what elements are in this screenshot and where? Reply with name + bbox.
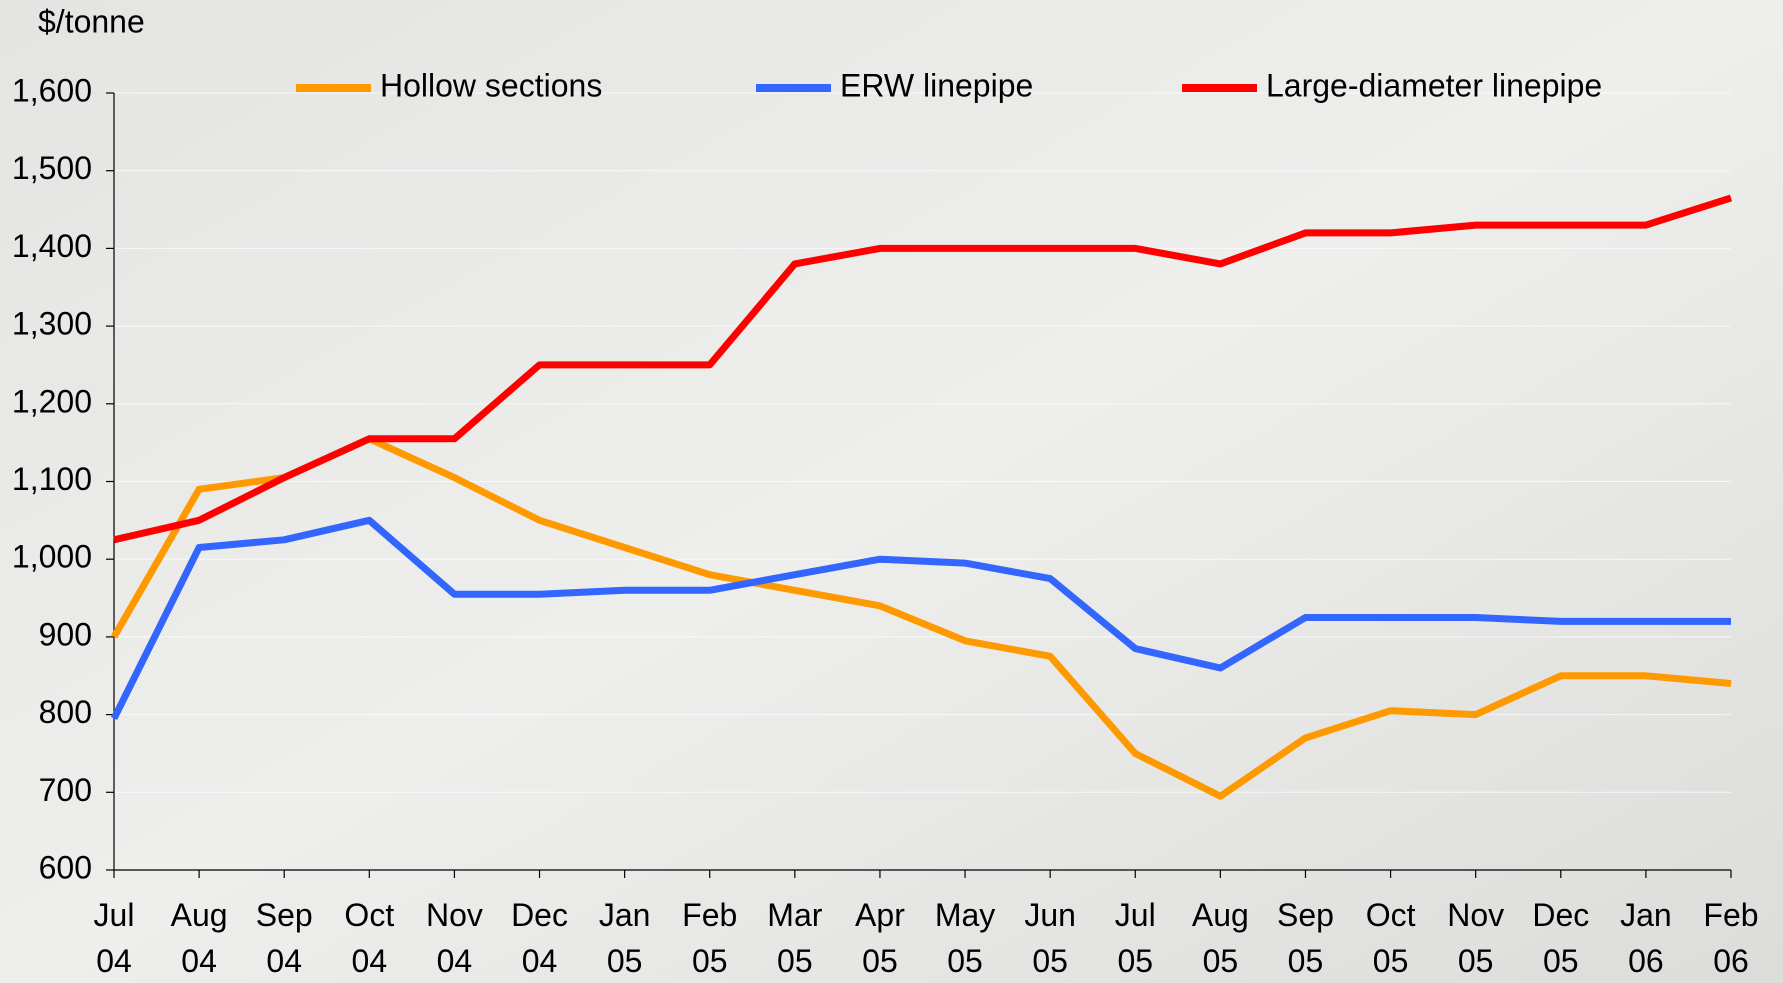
y-tick-label: 1,100	[12, 461, 92, 497]
x-tick-label-line: 05	[1288, 943, 1324, 979]
y-tick-label: 1,600	[12, 72, 92, 108]
x-tick-label-line: Jan	[1620, 897, 1672, 933]
x-tick-label-line: Nov	[1447, 897, 1504, 933]
y-tick-label: 1,000	[12, 539, 92, 575]
y-tick-label: 1,200	[12, 383, 92, 419]
legend-label: ERW linepipe	[840, 67, 1033, 103]
y-tick-label: 800	[39, 694, 92, 730]
x-tick-label-line: 04	[522, 943, 558, 979]
y-tick-label: 1,500	[12, 150, 92, 186]
x-tick-label-line: May	[935, 897, 995, 933]
x-tick-label-line: Dec	[1532, 897, 1589, 933]
x-tick-label-line: Sep	[1277, 897, 1334, 933]
x-tick-label-line: Jun	[1024, 897, 1076, 933]
x-tick-label-line: 04	[96, 943, 132, 979]
x-tick-label-line: 05	[1373, 943, 1409, 979]
y-tick-label: 1,400	[12, 228, 92, 264]
x-tick-label-line: 05	[607, 943, 643, 979]
x-tick-label-line: Aug	[1192, 897, 1249, 933]
x-tick-label-line: 05	[1543, 943, 1579, 979]
x-tick-label-line: Dec	[511, 897, 568, 933]
x-tick-label-line: 06	[1713, 943, 1749, 979]
x-tick-label-line: Jul	[1115, 897, 1156, 933]
x-tick-label-line: 04	[181, 943, 217, 979]
x-tick-label-line: 05	[777, 943, 813, 979]
legend-label: Hollow sections	[380, 67, 602, 103]
y-tick-label: 700	[39, 772, 92, 808]
page: $/tonne 600 700 800 900 1,000 1,100 1,200 1,300…	[0, 0, 1783, 983]
x-tick-label-line: Jul	[94, 897, 135, 933]
x-tick-label-line: Jan	[599, 897, 651, 933]
x-tick-label-line: 05	[862, 943, 898, 979]
x-tick-label-line: 06	[1628, 943, 1664, 979]
x-tick-label-line: Sep	[256, 897, 313, 933]
x-tick-label-line: 05	[1458, 943, 1494, 979]
x-tick-label-line: 05	[1117, 943, 1153, 979]
x-tick-label-line: 05	[1032, 943, 1068, 979]
y-axis-label: $/tonne	[38, 3, 145, 39]
x-tick-label-line: Aug	[171, 897, 228, 933]
y-tick-label: 900	[39, 616, 92, 652]
x-tick-label-line: Oct	[1366, 897, 1416, 933]
x-tick-label-line: Feb	[1703, 897, 1758, 933]
x-tick-label-line: 05	[947, 943, 983, 979]
x-tick-label-line: 04	[352, 943, 388, 979]
x-tick-label-line: 04	[437, 943, 473, 979]
x-tick-label-line: Oct	[344, 897, 394, 933]
x-tick-label-line: 04	[266, 943, 302, 979]
legend-label: Large-diameter linepipe	[1266, 67, 1602, 103]
x-tick-label-line: 05	[1203, 943, 1239, 979]
x-tick-label-line: Mar	[767, 897, 822, 933]
x-tick-label-line: 05	[692, 943, 728, 979]
x-tick-label-line: Apr	[855, 897, 905, 933]
x-tick-label-line: Nov	[426, 897, 483, 933]
y-tick-label: 1,300	[12, 306, 92, 342]
chart: $/tonne 600 700 800 900 1,000 1,100 1,200 1,300…	[0, 0, 1783, 983]
x-tick-label-line: Feb	[682, 897, 737, 933]
background	[0, 0, 1783, 983]
y-tick-label: 600	[39, 849, 92, 885]
